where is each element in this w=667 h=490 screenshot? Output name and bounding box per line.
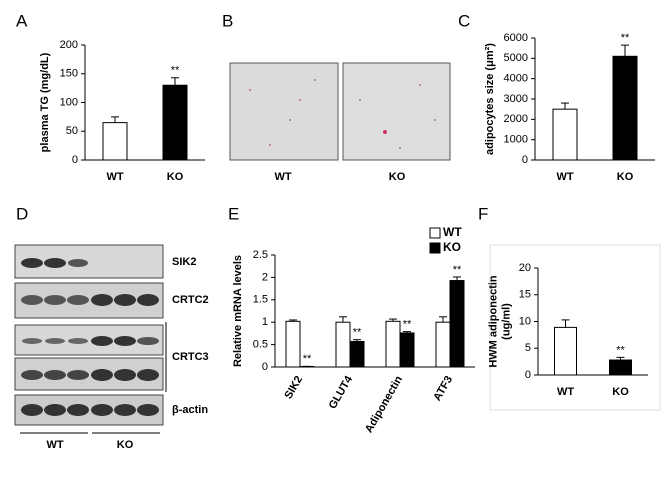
band-label: CRTC3 [172,351,209,363]
bar [349,340,365,368]
y-tick-label: 1 [262,316,268,328]
panel-frame [489,244,661,411]
y-axis-label: plasma TG (mg/dL) [39,52,51,152]
x-tick-label: WT [106,171,123,183]
y-tick-label: 0 [525,369,531,381]
bar [162,84,188,161]
x-tick-label: WT [557,386,574,398]
x-tick-label: KO [167,171,184,183]
y-tick-label: 100 [60,96,78,108]
y-axis-label: Relative mRNA levels [232,255,244,367]
bar [335,321,351,368]
micrograph-dots [249,79,436,149]
y-tick-label: 20 [519,262,531,274]
y-tick-label: 1000 [504,134,528,146]
band-label: SIK2 [172,256,196,268]
band-label: CRTC2 [172,294,209,306]
y-tick-label: 1.5 [253,294,268,306]
y-tick-label: 0.5 [253,339,268,351]
x-tick-label: SIK2 [282,374,305,401]
bar [552,108,578,161]
y-tick-label: 5 [525,342,531,354]
significance: ** [171,65,180,77]
y-tick-label: 3000 [504,93,528,105]
y-tick-label: 4000 [504,73,528,85]
y-tick-label: 0 [262,361,268,373]
y-tick-label: 150 [60,68,78,80]
y-tick-label: 10 [519,315,531,327]
panel-label: E [228,204,239,223]
legend-label: WT [443,225,462,239]
bar [609,359,632,376]
bar [435,321,451,368]
significance: ** [621,32,630,44]
micrograph [229,62,339,161]
group-label: KO [117,439,134,451]
y-axis-label: HWM adiponectin [487,275,499,368]
panel-label: D [16,204,28,223]
x-tick-label: Adiponectin [363,374,405,435]
significance: ** [303,353,312,365]
group-label: WT [46,439,63,451]
legend-label: KO [443,240,461,254]
y-tick-label: 15 [519,289,531,301]
x-tick-label: ATF3 [431,374,455,403]
y-tick-label: 0 [522,154,528,166]
bar [102,122,128,161]
panel-label: C [458,11,470,30]
legend-swatch [429,242,441,254]
bar [449,280,465,368]
band-label: β-actin [172,404,208,416]
panel-label: F [478,204,488,223]
bar [385,320,401,368]
x-tick-label: WT [556,171,573,183]
significance: ** [616,344,625,356]
y-tick-label: 2.5 [253,249,268,261]
micrograph [342,62,451,161]
blot [14,244,167,434]
y-tick-label: 50 [66,125,78,137]
y-axis-label: (ug/ml) [500,303,512,340]
image-label: KO [389,171,406,183]
y-tick-label: 0 [72,154,78,166]
x-tick-label: KO [612,386,629,398]
x-tick-label: GLUT4 [327,373,356,411]
significance: ** [453,264,462,276]
panel-label: B [222,11,233,30]
bar [285,320,301,368]
panel-label: A [16,11,28,30]
y-tick-label: 2000 [504,113,528,125]
significance: ** [353,327,362,339]
image-label: WT [274,171,291,183]
bar [612,55,638,161]
y-tick-label: 5000 [504,52,528,64]
legend-swatch [429,227,441,239]
bar [554,326,577,376]
y-tick-label: 6000 [504,32,528,44]
x-tick-label: KO [617,171,634,183]
y-axis-label: adipocytes size (μm²) [484,43,496,155]
y-tick-label: 200 [60,39,78,51]
bar [399,332,415,368]
significance: ** [403,319,412,331]
y-tick-label: 2 [262,271,268,283]
